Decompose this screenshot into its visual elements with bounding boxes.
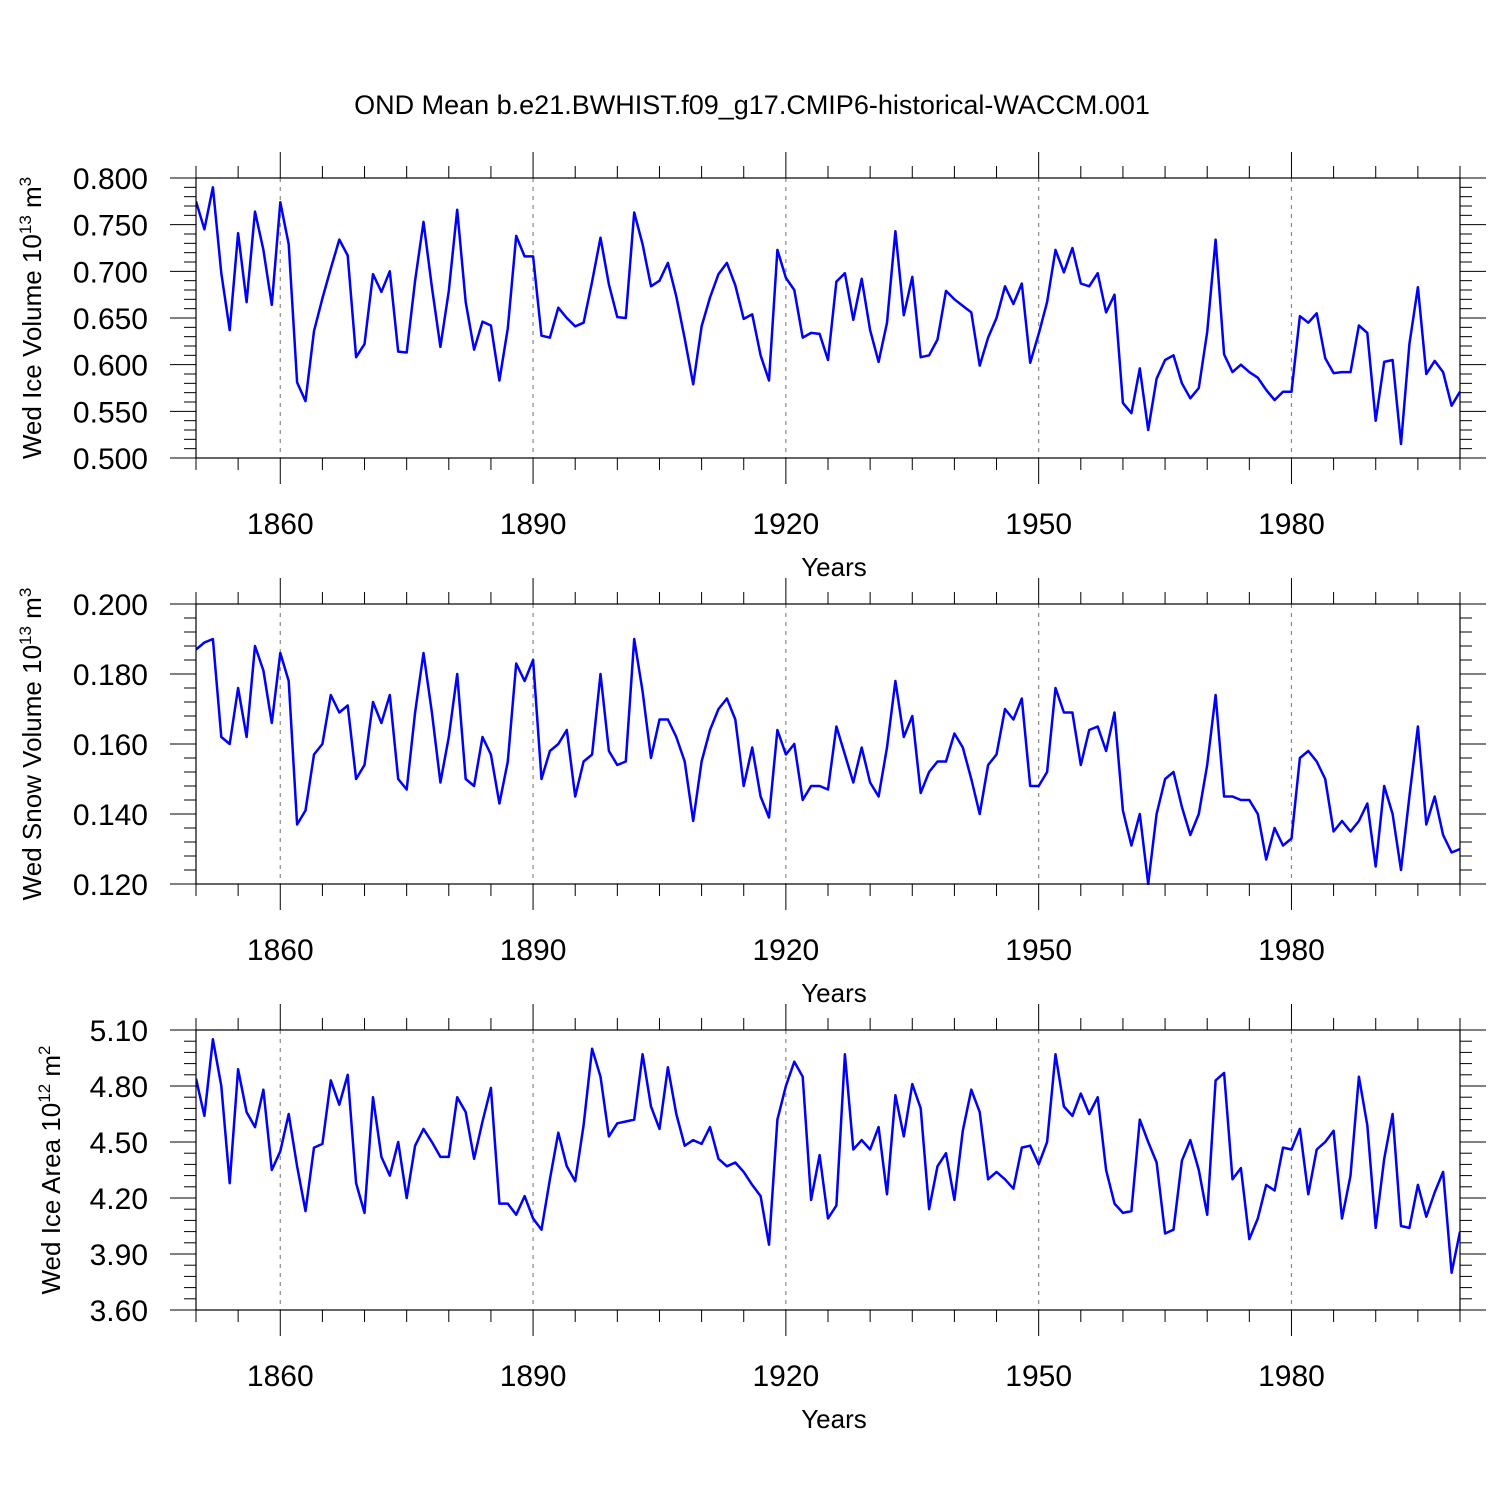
y-axis-title: Wed Ice Area 1012 m2 [35, 1045, 66, 1294]
y-tick-label: 0.700 [73, 256, 148, 289]
y-tick-label: 5.10 [90, 1015, 148, 1048]
chart-title: OND Mean b.e21.BWHIST.f09_g17.CMIP6-hist… [354, 90, 1150, 120]
y-tick-label: 4.50 [90, 1127, 148, 1160]
y-tick-label: 0.650 [73, 303, 148, 336]
x-tick-label-1980: 1980 [1258, 508, 1325, 541]
x-tick-label-1890: 1890 [500, 1360, 567, 1393]
x-tick-label-1890: 1890 [500, 508, 567, 541]
y-axis-title: Wed Snow Volume 1013 m3 [16, 588, 47, 901]
y-tick-label: 0.600 [73, 350, 148, 383]
x-axis-title: Years [801, 1404, 867, 1434]
x-tick-label-1920: 1920 [752, 1360, 819, 1393]
x-tick-label-1860: 1860 [247, 934, 314, 967]
x-tick-label-1860: 1860 [247, 508, 314, 541]
x-tick-label-1950: 1950 [1005, 1360, 1072, 1393]
series-line-3 [196, 1038, 1460, 1274]
y-tick-label: 4.20 [90, 1183, 148, 1216]
x-axis-title: Years [801, 978, 867, 1008]
y-tick-label: 0.160 [73, 729, 148, 762]
x-axis-title: Years [801, 552, 867, 582]
y-tick-label: 0.200 [73, 589, 148, 622]
panel-1: 0.500 0.550 0.600 0.650 0.700 0.750 0.800 1860 1… [16, 152, 1486, 582]
y-tick-label: 0.550 [73, 396, 148, 429]
series-line-1 [196, 186, 1460, 446]
y-tick-label: 0.500 [73, 443, 148, 476]
y-tick-label: 0.800 [73, 163, 148, 196]
panel-3: 3.60 3.90 4.20 4.50 4.80 5.10 1860 1890 1920 1950… [35, 1004, 1486, 1434]
x-tick-label-1980: 1980 [1258, 934, 1325, 967]
plot-frame [195, 1029, 1461, 1311]
y-tick-label: 0.120 [73, 869, 148, 902]
x-tick-label-1950: 1950 [1005, 934, 1072, 967]
y-tick-label: 4.80 [90, 1071, 148, 1104]
y-tick-label: 3.60 [90, 1295, 148, 1328]
plot-frame [195, 603, 1461, 885]
x-tick-label-1920: 1920 [752, 934, 819, 967]
y-tick-label: 0.180 [73, 659, 148, 692]
y-tick-label: 0.140 [73, 799, 148, 832]
panel-2: 0.120 0.140 0.160 0.180 0.200 1860 1890 1920 195… [16, 578, 1486, 1008]
x-tick-label-1860: 1860 [247, 1360, 314, 1393]
y-axis-title: Wed Ice Volume 1013 m3 [16, 177, 47, 459]
y-tick-label: 0.750 [73, 210, 148, 243]
x-tick-label-1950: 1950 [1005, 508, 1072, 541]
x-tick-label-1980: 1980 [1258, 1360, 1325, 1393]
series-line-2 [196, 637, 1460, 885]
x-tick-label-1920: 1920 [752, 508, 819, 541]
x-tick-label-1890: 1890 [500, 934, 567, 967]
plot-frame [195, 177, 1461, 459]
y-tick-label: 3.90 [90, 1239, 148, 1272]
panels: 0.500 0.550 0.600 0.650 0.700 0.750 0.800 1860 1… [16, 152, 1486, 1434]
